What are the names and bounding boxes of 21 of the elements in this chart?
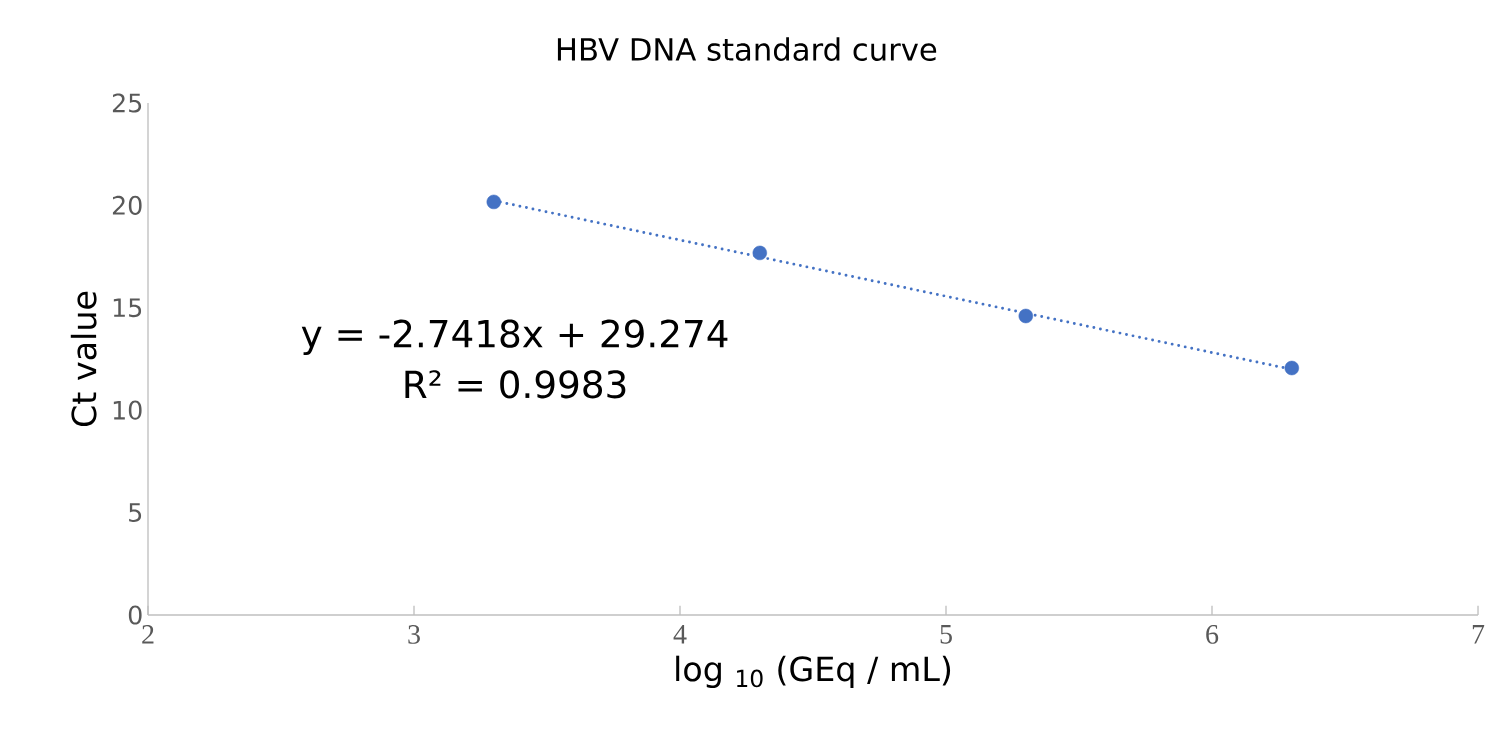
annotation: R² = 0.9983 bbox=[405, 370, 626, 399]
point bbox=[1018, 308, 1034, 324]
point bbox=[486, 194, 502, 210]
x-axis-title: log $_{10}$ (GEq / mL) bbox=[676, 655, 951, 688]
chart-title: HBV DNA standard curve bbox=[557, 37, 937, 61]
x-tick-label: 7 bbox=[1472, 625, 1485, 644]
point bbox=[752, 245, 768, 261]
y-tick-label: 15 bbox=[113, 298, 142, 318]
annotation: y = -2.7418x + 29.274 bbox=[301, 319, 728, 356]
x-tick-label: 6 bbox=[1206, 625, 1219, 644]
x-tick-label: 2 bbox=[142, 625, 154, 644]
x-tick-label: 4 bbox=[673, 625, 687, 644]
y-tick-label: 20 bbox=[112, 195, 142, 215]
y-tick-label: 0 bbox=[128, 605, 142, 625]
y-tick-label: 25 bbox=[112, 93, 142, 113]
y-axis-title: Ct value bbox=[70, 291, 97, 427]
y-tick-label: 10 bbox=[113, 400, 142, 420]
y-tick-label: 5 bbox=[129, 503, 142, 523]
point bbox=[1284, 360, 1300, 376]
x-tick-label: 3 bbox=[408, 625, 420, 644]
x-tick-label: 5 bbox=[940, 625, 952, 644]
